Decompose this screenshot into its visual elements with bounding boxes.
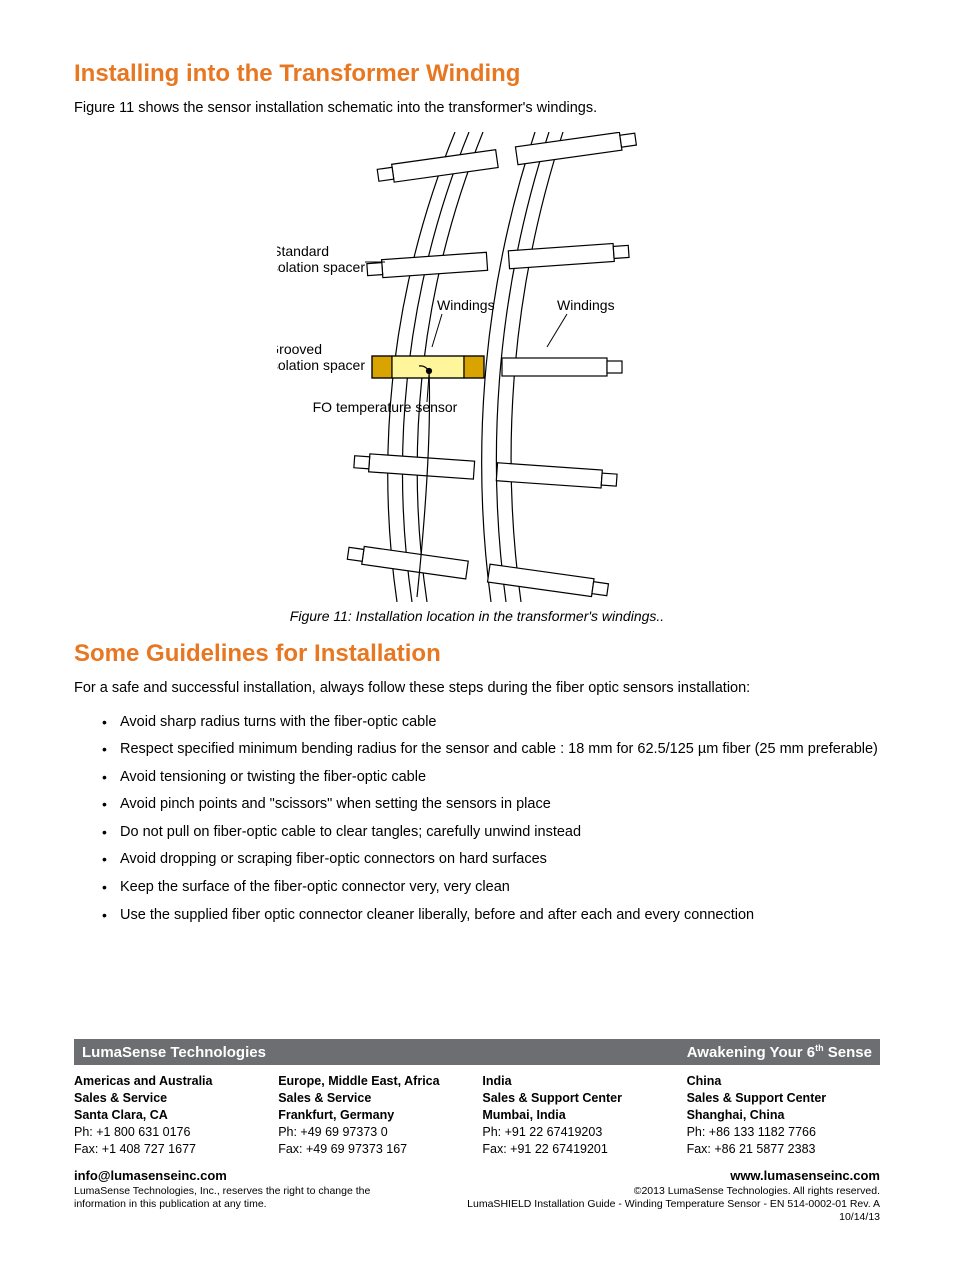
guidelines-list: Avoid sharp radius turns with the fiber-… — [74, 713, 880, 926]
legal-disclaimer: LumaSense Technologies, Inc., reserves t… — [74, 1185, 413, 1224]
intro-guidelines: For a safe and successful installation, … — [74, 678, 880, 698]
label-standard-1: Standard — [277, 243, 329, 259]
copyright-line: ©2013 LumaSense Technologies. All rights… — [429, 1185, 880, 1198]
region: Americas and Australia — [74, 1073, 267, 1090]
figure-caption: Figure 11: Installation location in the … — [74, 608, 880, 624]
slogan-post: Sense — [824, 1044, 872, 1061]
footer-col-india: India Sales & Support Center Mumbai, Ind… — [482, 1073, 675, 1157]
legal-copyright: ©2013 LumaSense Technologies. All rights… — [429, 1185, 880, 1224]
phone: Ph: +1 800 631 0176 — [74, 1124, 267, 1141]
fax: Fax: +91 22 67419201 — [482, 1141, 675, 1158]
city: Shanghai, China — [687, 1107, 880, 1124]
label-grooved-2: Isolation spacer — [277, 357, 365, 373]
doc-id-line: LumaSHIELD Installation Guide - Winding … — [429, 1198, 880, 1224]
footer-legal: LumaSense Technologies, Inc., reserves t… — [74, 1185, 880, 1224]
footer-company: LumaSense Technologies — [82, 1044, 266, 1061]
list-item: Avoid sharp radius turns with the fiber-… — [102, 713, 880, 733]
label-windings-left: Windings — [437, 297, 495, 313]
intro-installing: Figure 11 shows the sensor installation … — [74, 98, 880, 118]
footer-col-americas: Americas and Australia Sales & Service S… — [74, 1073, 267, 1157]
footer-url: www.lumasenseinc.com — [730, 1168, 880, 1183]
heading-guidelines: Some Guidelines for Installation — [74, 640, 880, 668]
fax: Fax: +86 21 5877 2383 — [687, 1141, 880, 1158]
footer-col-china: China Sales & Support Center Shanghai, C… — [687, 1073, 880, 1157]
city: Frankfurt, Germany — [278, 1107, 471, 1124]
footer-email: info@lumasenseinc.com — [74, 1168, 227, 1183]
winding-diagram: Standard Isolation spacer Windings Windi… — [277, 132, 677, 602]
footer-col-emea: Europe, Middle East, Africa Sales & Serv… — [278, 1073, 471, 1157]
label-grooved-1: Grooved — [277, 341, 322, 357]
phone: Ph: +86 133 1182 7766 — [687, 1124, 880, 1141]
fax: Fax: +1 408 727 1677 — [74, 1141, 267, 1158]
footer-slogan: Awakening Your 6th Sense — [687, 1043, 872, 1061]
city: Mumbai, India — [482, 1107, 675, 1124]
region: India — [482, 1073, 675, 1090]
list-item: Use the supplied fiber optic connector c… — [102, 906, 880, 926]
list-item: Avoid pinch points and "scissors" when s… — [102, 795, 880, 815]
list-item: Avoid dropping or scraping fiber-optic c… — [102, 850, 880, 870]
region: Europe, Middle East, Africa — [278, 1073, 471, 1090]
list-item: Do not pull on fiber-optic cable to clea… — [102, 823, 880, 843]
service-line: Sales & Support Center — [687, 1090, 880, 1107]
heading-installing: Installing into the Transformer Winding — [74, 60, 880, 88]
label-windings-right: Windings — [557, 297, 615, 313]
label-standard-2: Isolation spacer — [277, 259, 365, 275]
footer-contact: info@lumasenseinc.com www.lumasenseinc.c… — [74, 1168, 880, 1183]
slogan-sup: th — [815, 1043, 824, 1053]
region: China — [687, 1073, 880, 1090]
page-footer: LumaSense Technologies Awakening Your 6t… — [74, 1039, 880, 1224]
service-line: Sales & Service — [74, 1090, 267, 1107]
slogan-pre: Awakening Your 6 — [687, 1044, 815, 1061]
fax: Fax: +49 69 97373 167 — [278, 1141, 471, 1158]
list-item: Respect specified minimum bending radius… — [102, 740, 880, 760]
city: Santa Clara, CA — [74, 1107, 267, 1124]
footer-bar: LumaSense Technologies Awakening Your 6t… — [74, 1039, 880, 1065]
list-item: Avoid tensioning or twisting the fiber-o… — [102, 768, 880, 788]
service-line: Sales & Support Center — [482, 1090, 675, 1107]
footer-columns: Americas and Australia Sales & Service S… — [74, 1073, 880, 1157]
label-fo-sensor: FO temperature sensor — [313, 399, 458, 415]
phone: Ph: +91 22 67419203 — [482, 1124, 675, 1141]
list-item: Keep the surface of the fiber-optic conn… — [102, 878, 880, 898]
figure-11: Standard Isolation spacer Windings Windi… — [74, 132, 880, 624]
service-line: Sales & Service — [278, 1090, 471, 1107]
phone: Ph: +49 69 97373 0 — [278, 1124, 471, 1141]
